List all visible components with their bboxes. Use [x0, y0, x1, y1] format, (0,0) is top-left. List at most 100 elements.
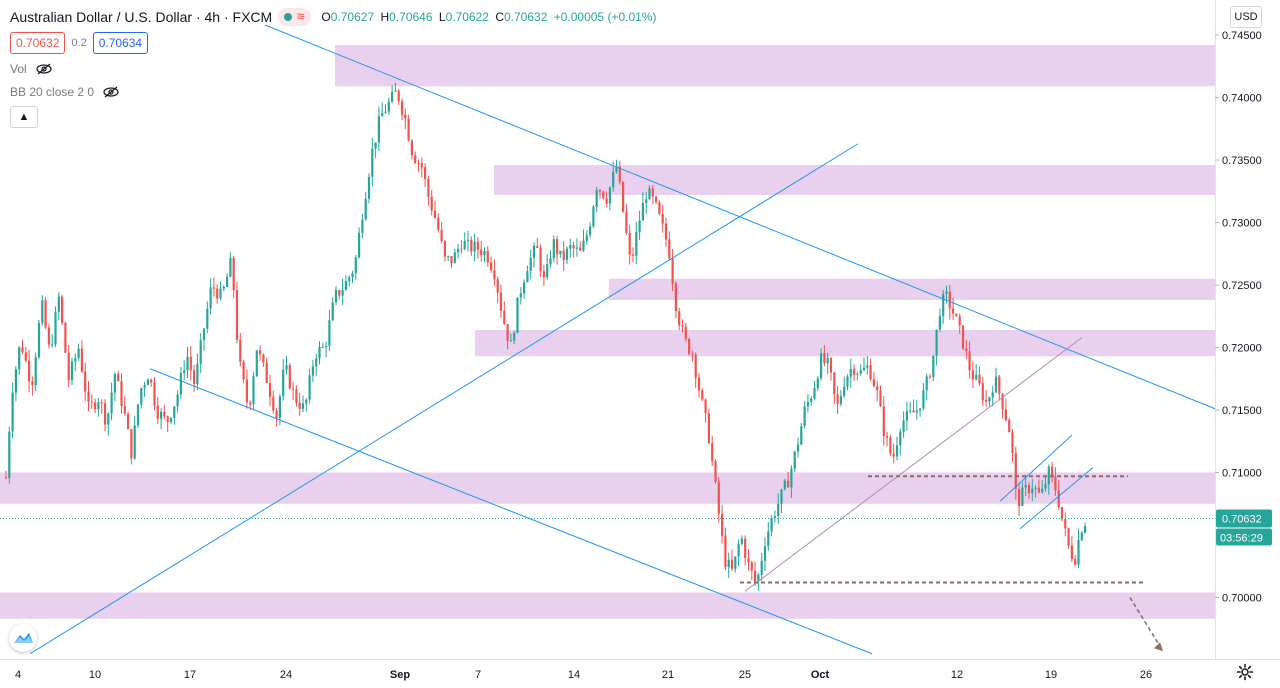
candle-up [559, 250, 562, 255]
candle-down [1001, 393, 1004, 410]
zone-rect [494, 165, 1215, 195]
trade-prices: 0.70632 0.2 0.70634 [10, 32, 149, 54]
gear-icon[interactable] [1236, 663, 1254, 681]
candle-down [404, 114, 407, 119]
candle-up [34, 357, 37, 386]
candle-down [130, 429, 133, 459]
candle-up [740, 538, 743, 544]
candle-down [239, 339, 242, 362]
candle-down [84, 371, 87, 392]
time-axis[interactable]: 4 10 17 24 Sep 7 14 21 25 Oct 12 19 26 [0, 659, 1280, 682]
candle-down [193, 370, 196, 384]
candle-up [1044, 484, 1047, 489]
candle-up [364, 198, 367, 220]
candle-down [1060, 507, 1064, 520]
trendlines [0, 24, 1216, 655]
open-label: O [321, 10, 331, 24]
candle-up [226, 276, 229, 287]
eye-off-icon[interactable] [35, 63, 53, 75]
candle-down [443, 241, 446, 257]
candle-down [420, 163, 423, 168]
symbol-title[interactable]: Australian Dollar / U.S. Dollar · 4h · F… [10, 9, 273, 25]
candle-up [199, 340, 202, 364]
time-tick-label: 26 [1140, 669, 1152, 681]
candle-down [80, 348, 83, 372]
indicator-volume[interactable]: Vol [10, 62, 53, 76]
candle-down [470, 239, 473, 252]
candle-up [278, 396, 281, 419]
candle-down [1051, 466, 1054, 477]
candle-down [955, 313, 958, 317]
candle-down [701, 390, 704, 400]
candle-down [249, 402, 252, 405]
eye-off-icon[interactable] [102, 86, 120, 98]
candle-up [77, 348, 80, 359]
candle-down [166, 416, 169, 423]
candle-up [612, 172, 615, 188]
candlestick-series [4, 82, 1087, 591]
candle-up [473, 241, 476, 252]
candle-down [407, 118, 410, 141]
candle-down [853, 369, 856, 375]
candle-up [394, 90, 397, 92]
candle-up [179, 373, 182, 395]
candle-down [1074, 558, 1077, 565]
sell-price-button[interactable]: 0.70632 [10, 32, 66, 54]
candle-up [813, 387, 816, 399]
currency-button[interactable]: USD [1230, 6, 1262, 28]
zone-rect [475, 330, 1215, 357]
zone-rect [609, 278, 1215, 300]
time-tick-label: 17 [184, 669, 196, 681]
candle-up [767, 531, 770, 547]
high-value: 0.70646 [389, 10, 433, 24]
candle-down [889, 437, 892, 454]
candle-up [909, 410, 912, 412]
candle-up [202, 328, 206, 341]
candle-down [714, 461, 717, 482]
market-open-dot-icon [284, 13, 293, 21]
candle-up [311, 366, 314, 376]
candle-down [496, 279, 499, 293]
collapse-legend-button[interactable]: ▲ [10, 106, 38, 128]
trendline [29, 143, 859, 655]
candle-down [87, 391, 90, 402]
candle-down [754, 570, 757, 582]
candle-up [552, 239, 555, 259]
candle-up [318, 347, 321, 359]
candle-up [820, 353, 823, 379]
candle-up [932, 355, 935, 377]
candle-down [1067, 528, 1070, 546]
candle-down [998, 376, 1001, 394]
candle-up [796, 444, 800, 452]
candle-down [711, 443, 714, 462]
candle-up [734, 556, 737, 569]
candle-up [615, 166, 618, 173]
candle-down [64, 322, 67, 353]
candle-down [684, 326, 687, 340]
candle-down [704, 399, 707, 414]
candle-down [268, 382, 272, 397]
candle-down [235, 290, 239, 340]
candle-down [539, 247, 542, 272]
market-status-badge[interactable]: ≋ [278, 8, 312, 26]
indicator-bollinger[interactable]: BB 20 close 2 0 [10, 85, 120, 99]
tradingview-logo[interactable] [9, 624, 37, 652]
price-axis[interactable]: 0.74500 0.74000 0.73500 0.73000 0.72500 0.720… [1215, 0, 1272, 659]
candle-down [427, 178, 430, 197]
channel-line [999, 434, 1073, 502]
candle-up [516, 297, 519, 333]
buy-price-button[interactable]: 0.70634 [92, 32, 149, 54]
candle-up [110, 392, 113, 414]
channel-line [744, 337, 1083, 592]
candle-down [625, 211, 628, 233]
candle-up [641, 203, 644, 221]
supply-demand-zones [0, 45, 1215, 619]
candle-up [532, 245, 536, 258]
candle-down [117, 373, 120, 382]
candle-up [1031, 488, 1034, 494]
candle-down [153, 382, 156, 406]
candle-down [410, 140, 413, 156]
candle-up [285, 365, 288, 370]
candle-up [54, 311, 57, 345]
